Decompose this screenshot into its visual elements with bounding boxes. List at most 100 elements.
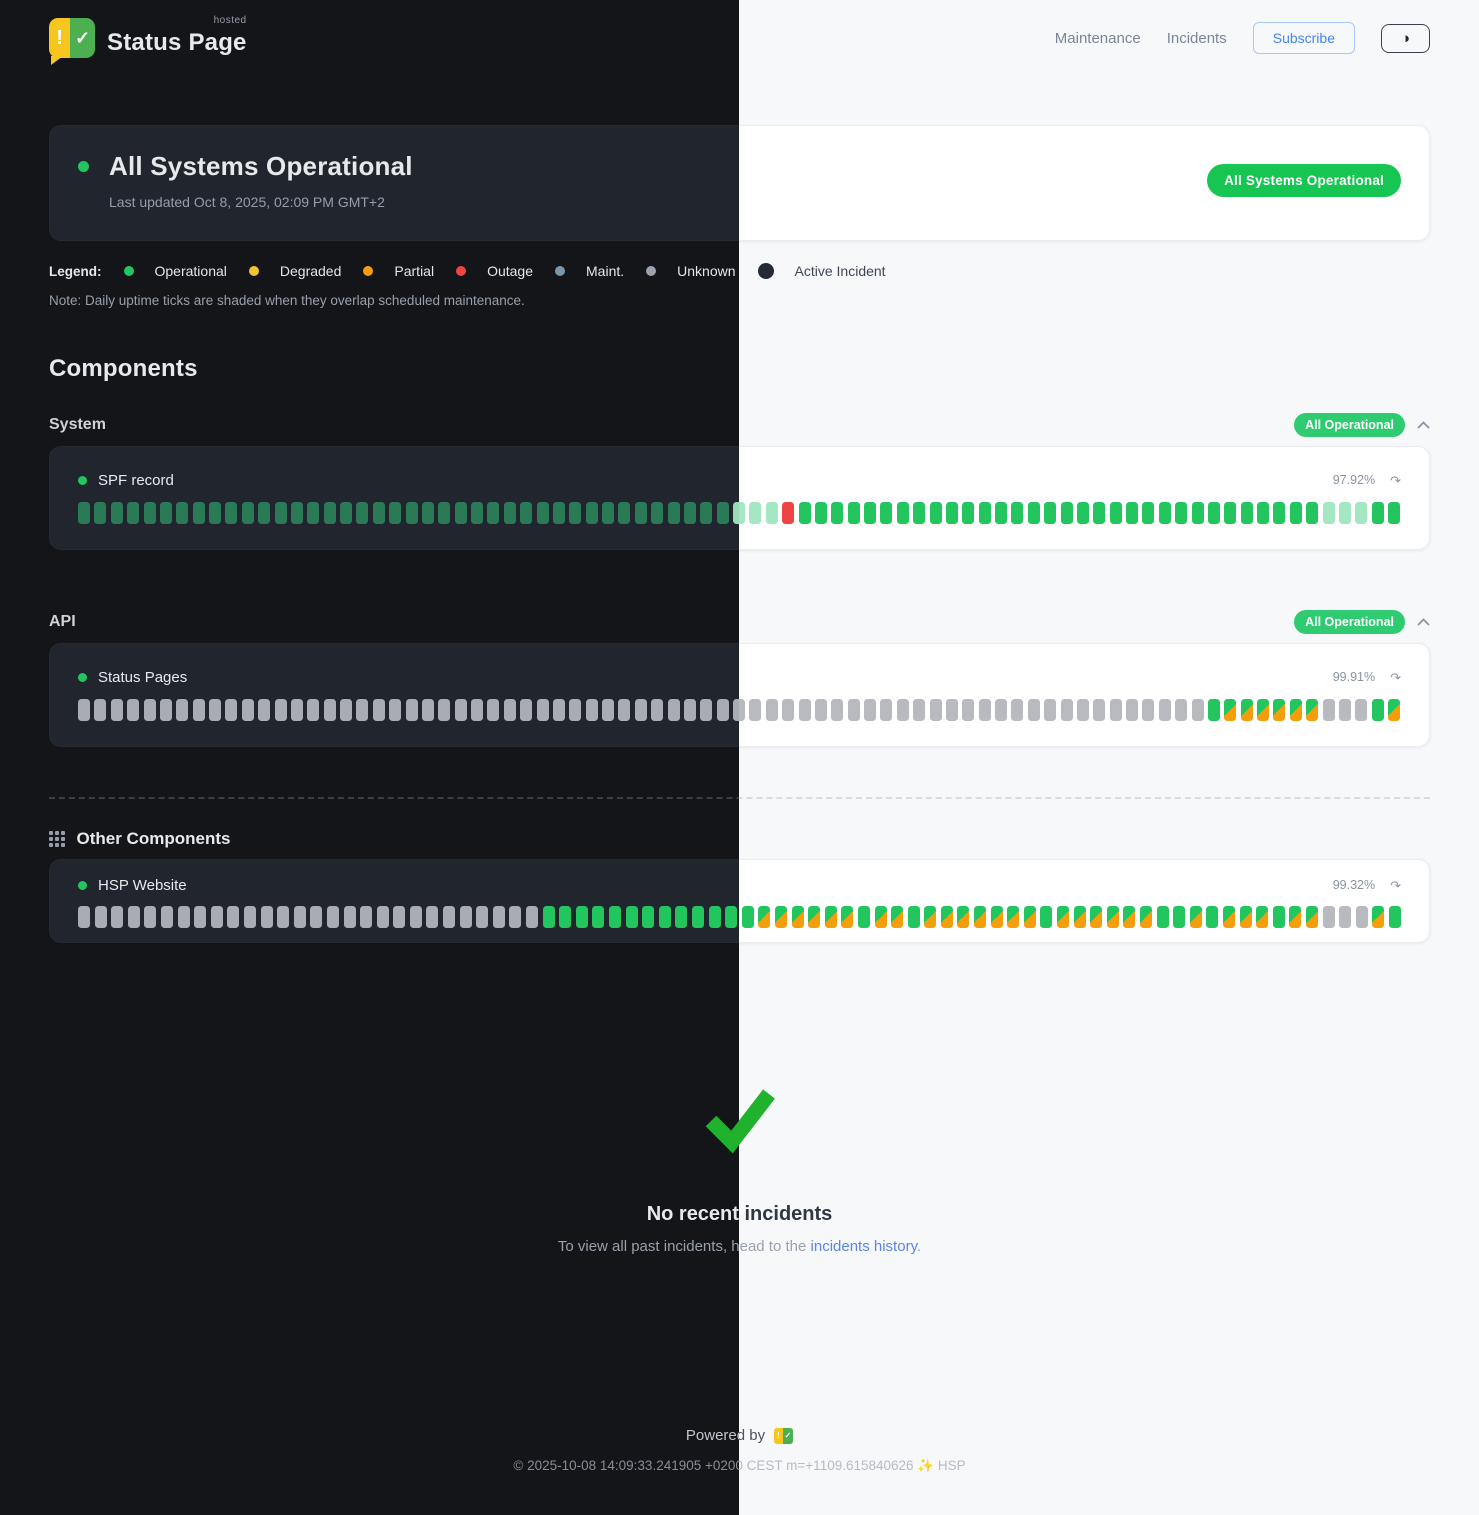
uptime-tick-operational[interactable]	[323, 502, 336, 524]
uptime-tick-unknown[interactable]	[509, 906, 522, 928]
uptime-tick-unknown[interactable]	[814, 699, 827, 721]
uptime-tick-operational[interactable]	[847, 502, 860, 524]
uptime-tick-unknown[interactable]	[227, 906, 240, 928]
uptime-tick-unknown[interactable]	[765, 699, 778, 721]
uptime-tick-operational[interactable]	[258, 502, 271, 524]
uptime-tick-unknown[interactable]	[716, 699, 729, 721]
uptime-tick-operational[interactable]	[1207, 502, 1220, 524]
uptime-tick-operational[interactable]	[536, 502, 549, 524]
uptime-tick-partial-shaded[interactable]	[1073, 906, 1086, 928]
uptime-tick-partial-shaded[interactable]	[1023, 906, 1036, 928]
uptime-tick-operational-shaded[interactable]	[1338, 502, 1351, 524]
uptime-tick-unknown[interactable]	[1355, 906, 1368, 928]
uptime-tick-unknown[interactable]	[177, 906, 190, 928]
uptime-tick-unknown[interactable]	[210, 906, 223, 928]
uptime-tick-partial-shaded[interactable]	[974, 906, 987, 928]
uptime-tick-operational[interactable]	[559, 906, 572, 928]
uptime-tick-operational[interactable]	[1371, 502, 1384, 524]
uptime-tick-operational[interactable]	[1289, 502, 1302, 524]
uptime-tick-operational[interactable]	[471, 502, 483, 524]
uptime-tick-unknown[interactable]	[144, 906, 157, 928]
uptime-tick-unknown[interactable]	[1126, 699, 1138, 721]
uptime-tick-unknown[interactable]	[864, 699, 876, 721]
uptime-tick-operational[interactable]	[1273, 502, 1286, 524]
uptime-tick-operational[interactable]	[290, 502, 303, 524]
uptime-tick-operational[interactable]	[143, 502, 156, 524]
uptime-tick-unknown[interactable]	[143, 699, 156, 721]
uptime-tick-partial-shaded[interactable]	[1388, 699, 1400, 721]
uptime-tick-operational[interactable]	[1142, 502, 1155, 524]
uptime-tick-unknown[interactable]	[683, 699, 696, 721]
uptime-tick-operational[interactable]	[880, 502, 893, 524]
uptime-tick-unknown[interactable]	[1339, 906, 1352, 928]
uptime-tick-unknown[interactable]	[978, 699, 991, 721]
uptime-tick-partial-shaded[interactable]	[1256, 906, 1269, 928]
uptime-tick-partial-shaded[interactable]	[1306, 699, 1319, 721]
uptime-tick-operational-shaded[interactable]	[1355, 502, 1368, 524]
uptime-tick-unknown[interactable]	[421, 699, 434, 721]
uptime-tick-unknown[interactable]	[1011, 699, 1024, 721]
uptime-tick-unknown[interactable]	[945, 699, 958, 721]
uptime-tick-partial-shaded[interactable]	[1305, 906, 1318, 928]
uptime-tick-unknown[interactable]	[585, 699, 598, 721]
uptime-tick-operational[interactable]	[814, 502, 827, 524]
uptime-tick-unknown[interactable]	[443, 906, 456, 928]
uptime-tick-operational[interactable]	[542, 906, 555, 928]
uptime-tick-unknown[interactable]	[159, 699, 172, 721]
uptime-tick-operational[interactable]	[1207, 699, 1220, 721]
uptime-tick-operational[interactable]	[78, 502, 90, 524]
uptime-tick-unknown[interactable]	[798, 699, 811, 721]
uptime-tick-operational[interactable]	[1240, 502, 1253, 524]
uptime-tick-unknown[interactable]	[929, 699, 942, 721]
uptime-tick-operational[interactable]	[94, 502, 107, 524]
uptime-tick-unknown[interactable]	[536, 699, 549, 721]
uptime-tick-operational[interactable]	[691, 906, 704, 928]
uptime-tick-operational[interactable]	[110, 502, 123, 524]
uptime-tick-operational[interactable]	[438, 502, 451, 524]
uptime-tick-operational[interactable]	[907, 906, 920, 928]
uptime-tick-partial-shaded[interactable]	[791, 906, 804, 928]
uptime-tick-unknown[interactable]	[880, 699, 893, 721]
uptime-tick-operational[interactable]	[1109, 502, 1122, 524]
uptime-tick-operational[interactable]	[1175, 502, 1188, 524]
uptime-tick-operational[interactable]	[929, 502, 942, 524]
uptime-tick-unknown[interactable]	[1322, 906, 1335, 928]
uptime-tick-partial-shaded[interactable]	[940, 906, 953, 928]
uptime-tick-operational[interactable]	[725, 906, 738, 928]
uptime-tick-unknown[interactable]	[526, 906, 539, 928]
uptime-tick-unknown[interactable]	[258, 699, 271, 721]
uptime-tick-operational[interactable]	[945, 502, 958, 524]
uptime-tick-partial-shaded[interactable]	[1289, 699, 1302, 721]
uptime-tick-partial-shaded[interactable]	[1372, 906, 1385, 928]
uptime-tick-operational[interactable]	[667, 502, 680, 524]
uptime-tick-partial-shaded[interactable]	[1106, 906, 1119, 928]
uptime-tick-unknown[interactable]	[426, 906, 439, 928]
uptime-tick-operational[interactable]	[896, 502, 909, 524]
uptime-tick-unknown[interactable]	[1322, 699, 1335, 721]
uptime-tick-unknown[interactable]	[831, 699, 844, 721]
uptime-tick-operational[interactable]	[454, 502, 467, 524]
uptime-tick-unknown[interactable]	[372, 699, 385, 721]
uptime-tick-operational[interactable]	[1011, 502, 1024, 524]
uptime-tick-operational[interactable]	[913, 502, 926, 524]
uptime-tick-unknown[interactable]	[307, 699, 320, 721]
uptime-tick-operational[interactable]	[716, 502, 729, 524]
uptime-tick-operational[interactable]	[995, 502, 1007, 524]
uptime-tick-unknown[interactable]	[94, 906, 107, 928]
uptime-tick-unknown[interactable]	[454, 699, 467, 721]
uptime-tick-unknown[interactable]	[1060, 699, 1073, 721]
uptime-tick-unknown[interactable]	[225, 699, 238, 721]
uptime-tick-operational[interactable]	[421, 502, 434, 524]
uptime-tick-unknown[interactable]	[393, 906, 406, 928]
uptime-tick-operational[interactable]	[962, 502, 975, 524]
uptime-tick-partial-shaded[interactable]	[774, 906, 787, 928]
uptime-tick-operational[interactable]	[127, 502, 140, 524]
uptime-tick-unknown[interactable]	[1338, 699, 1351, 721]
uptime-tick-operational[interactable]	[356, 502, 369, 524]
uptime-tick-operational[interactable]	[503, 502, 516, 524]
uptime-tick-unknown[interactable]	[409, 906, 422, 928]
uptime-tick-operational[interactable]	[405, 502, 418, 524]
uptime-tick-unknown[interactable]	[487, 699, 500, 721]
uptime-tick-unknown[interactable]	[110, 699, 123, 721]
uptime-tick-unknown[interactable]	[651, 699, 664, 721]
